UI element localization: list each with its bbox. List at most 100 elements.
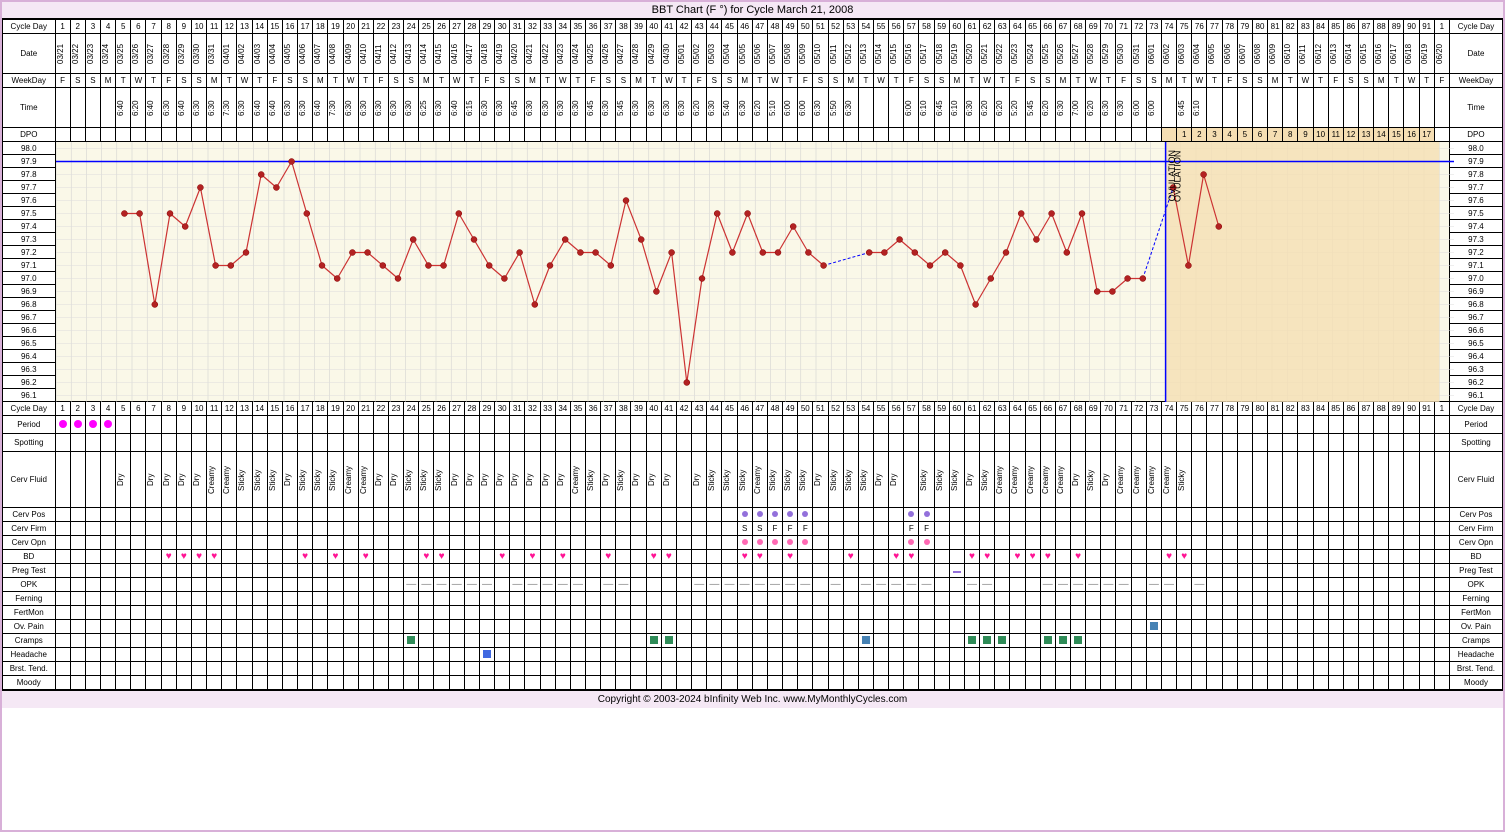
bd-heart-icon: ♥ xyxy=(908,551,914,562)
row-label-date: Date xyxy=(3,34,56,74)
opk-mark: — xyxy=(543,579,553,590)
opk-mark: — xyxy=(406,579,416,590)
opk-mark: — xyxy=(603,579,613,590)
cervopn-dot xyxy=(924,539,930,545)
opk-mark: — xyxy=(421,579,431,590)
cramps-square xyxy=(862,636,870,644)
row-label-right-ov_pain: Ov. Pain xyxy=(1449,620,1502,634)
row-label-weekday: WeekDay xyxy=(3,74,56,88)
cervpos-dot xyxy=(924,511,930,517)
opk-mark: — xyxy=(1103,579,1113,590)
cervopn-dot xyxy=(742,539,748,545)
bd-heart-icon: ♥ xyxy=(560,551,566,562)
row-label-right-cerv_opn: Cerv Opn xyxy=(1449,536,1502,550)
ovpain-square xyxy=(1150,622,1158,630)
cramps-square xyxy=(665,636,673,644)
opk-mark: — xyxy=(573,579,583,590)
bd-heart-icon: ♥ xyxy=(499,551,505,562)
opk-mark: — xyxy=(437,579,447,590)
period-dot xyxy=(89,420,97,428)
period-dot xyxy=(59,420,67,428)
cramps-square xyxy=(998,636,1006,644)
cervpos-dot xyxy=(908,511,914,517)
opk-mark: — xyxy=(740,579,750,590)
bd-heart-icon: ♥ xyxy=(605,551,611,562)
row-label-right-brst_tend: Brst. Tend. xyxy=(1449,662,1502,676)
row-label-right-cycle_day: Cycle Day xyxy=(1449,20,1502,34)
opk-mark: — xyxy=(1164,579,1174,590)
bd-heart-icon: ♥ xyxy=(439,551,445,562)
row-label-cerv_firm: Cerv Firm xyxy=(3,522,56,536)
period-dot xyxy=(104,420,112,428)
opk-mark: — xyxy=(1194,579,1204,590)
cervopn-dot xyxy=(787,539,793,545)
cramps-square xyxy=(1074,636,1082,644)
row-label-right-cramps: Cramps xyxy=(1449,634,1502,648)
cervpos-dot xyxy=(772,511,778,517)
opk-mark: — xyxy=(527,579,537,590)
row-label-right-headache: Headache xyxy=(1449,648,1502,662)
row-label-ov_pain: Ov. Pain xyxy=(3,620,56,634)
opk-mark: — xyxy=(922,579,932,590)
pregtest-mark xyxy=(953,571,961,573)
row-label-preg_test: Preg Test xyxy=(3,564,56,578)
row-label-right-moody: Moody xyxy=(1449,676,1502,690)
opk-mark: — xyxy=(755,579,765,590)
cramps-square xyxy=(983,636,991,644)
bd-heart-icon: ♥ xyxy=(848,551,854,562)
bd-heart-icon: ♥ xyxy=(302,551,308,562)
temp-svg: OVULATION xyxy=(56,142,1454,402)
period-dot xyxy=(74,420,82,428)
opk-mark: — xyxy=(891,579,901,590)
opk-mark: — xyxy=(1149,579,1159,590)
opk-mark: — xyxy=(1043,579,1053,590)
opk-mark: — xyxy=(467,579,477,590)
row-label-bd: BD xyxy=(3,550,56,564)
row-label-cerv_opn: Cerv Opn xyxy=(3,536,56,550)
row-label-cerv_pos: Cerv Pos xyxy=(3,508,56,522)
row-label-time: Time xyxy=(3,88,56,128)
cervopn-dot xyxy=(772,539,778,545)
cramps-square xyxy=(1044,636,1052,644)
bd-heart-icon: ♥ xyxy=(211,551,217,562)
cervpos-dot xyxy=(802,511,808,517)
headache-square xyxy=(483,650,491,658)
row-label-right-ferning: Ferning xyxy=(1449,592,1502,606)
opk-mark: — xyxy=(800,579,810,590)
row-label-headache: Headache xyxy=(3,648,56,662)
row-label-opk: OPK xyxy=(3,578,56,592)
row-label-ferning: Ferning xyxy=(3,592,56,606)
cramps-square xyxy=(407,636,415,644)
row-label-right-date: Date xyxy=(1449,34,1502,74)
chart-footer: Copyright © 2003-2024 bInfinity Web Inc.… xyxy=(2,690,1503,708)
opk-mark: — xyxy=(618,579,628,590)
bd-heart-icon: ♥ xyxy=(1045,551,1051,562)
bd-heart-icon: ♥ xyxy=(651,551,657,562)
row-label-right-cerv_fluid: Cerv Fluid xyxy=(1449,452,1502,508)
bd-heart-icon: ♥ xyxy=(166,551,172,562)
row-label-right-spotting: Spotting xyxy=(1449,434,1502,452)
opk-mark: — xyxy=(770,579,780,590)
bd-heart-icon: ♥ xyxy=(1030,551,1036,562)
cramps-square xyxy=(650,636,658,644)
cervopn-dot xyxy=(908,539,914,545)
opk-mark: — xyxy=(709,579,719,590)
bd-heart-icon: ♥ xyxy=(757,551,763,562)
row-label-right-preg_test: Preg Test xyxy=(1449,564,1502,578)
bd-heart-icon: ♥ xyxy=(787,551,793,562)
opk-mark: — xyxy=(967,579,977,590)
opk-mark: — xyxy=(482,579,492,590)
bd-heart-icon: ♥ xyxy=(181,551,187,562)
opk-mark: — xyxy=(558,579,568,590)
row-label-moody: Moody xyxy=(3,676,56,690)
bd-heart-icon: ♥ xyxy=(984,551,990,562)
temp-chart-area: OVULATIONOVULATION xyxy=(55,142,1449,402)
row-label-brst_tend: Brst. Tend. xyxy=(3,662,56,676)
opk-mark: — xyxy=(1088,579,1098,590)
row-label-right-period: Period xyxy=(1449,416,1502,434)
row-label-period: Period xyxy=(3,416,56,434)
row-label-right-fertmon: FertMon xyxy=(1449,606,1502,620)
row-label-dpo: DPO xyxy=(3,128,56,142)
row-label-right-cerv_firm: Cerv Firm xyxy=(1449,522,1502,536)
chart-title: BBT Chart (F °) for Cycle March 21, 2008 xyxy=(2,2,1503,19)
